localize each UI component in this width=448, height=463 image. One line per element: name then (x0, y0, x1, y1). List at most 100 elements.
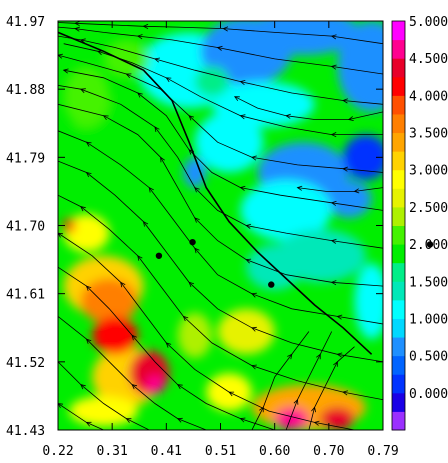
colorbar-segment-3 (392, 355, 405, 375)
streamline-8-arrow (148, 186, 154, 193)
y-tick-label-2: 41.79 (6, 151, 45, 166)
streamline-0 (58, 22, 383, 45)
colorbar-segment-11 (392, 206, 405, 226)
field-region-32 (103, 39, 150, 78)
streamline-5 (63, 69, 383, 211)
ridge-line (58, 31, 373, 355)
colorbar-segment-9 (392, 244, 405, 264)
field-region-29 (177, 312, 212, 359)
colorbar-segment-17 (392, 95, 405, 115)
streamline-9-arrow (188, 281, 195, 288)
y-tick-label-3: 41.70 (6, 220, 45, 235)
colorbar-segment-16 (392, 113, 405, 134)
streamline-17 (297, 187, 383, 192)
streamline-2 (58, 35, 383, 105)
colorbar-label-8: 4.000 (409, 89, 448, 104)
y-tick-label-5: 41.52 (6, 356, 45, 371)
field-region-3 (337, 21, 383, 112)
field-region-26 (274, 407, 309, 430)
field-region-17 (63, 214, 110, 253)
field-region-16 (80, 278, 138, 324)
streamline-16 (234, 96, 383, 120)
streamline-4-arrow (188, 115, 195, 121)
station-point-1 (189, 238, 196, 246)
streamline-6-arrow (194, 186, 200, 193)
y-tick-label-6: 41.43 (6, 424, 45, 439)
streamline-3-arrow (165, 77, 172, 83)
x-axis: 0.22 0.31 0.41 0.51 0.60 0.70 0.79 (42, 21, 399, 459)
field-region-11 (183, 157, 207, 188)
streamline-6-arrow (79, 88, 86, 94)
streamline-0-arrow (330, 34, 337, 40)
streamline-12-arrow (176, 384, 183, 390)
streamline-14-arrow (80, 384, 86, 390)
streamline-3 (63, 43, 383, 135)
streamline-0-arrow (142, 23, 149, 29)
streamline-1 (58, 26, 383, 75)
streamline-18-arrow (316, 353, 321, 360)
streamline-1-arrow (216, 45, 223, 51)
colorbar: 0.000 0.500 1.000 1.500 2.000 2.500 3.000 3.500… (391, 15, 448, 431)
streamline-4-arrow (251, 155, 257, 161)
station-points (155, 238, 434, 288)
streamline-14 (58, 361, 150, 430)
colorbar-label-1: 0.500 (409, 350, 448, 365)
colorbar-segment-21 (392, 21, 405, 41)
streamline-4-arrow (342, 166, 348, 172)
streamline-5-arrow (137, 92, 143, 98)
field-region-8 (343, 134, 383, 181)
field-region-2 (246, 21, 361, 56)
colorbar-segment-20 (392, 39, 405, 59)
streamline-12-arrow (239, 417, 246, 423)
colorbar-segment-4 (392, 337, 405, 357)
colorbar-segment-12 (392, 188, 405, 208)
streamline-2-arrow (154, 57, 160, 63)
streamline-17-arrow (296, 185, 303, 191)
streamline-7-arrow (160, 156, 165, 163)
streamline-9-arrow (336, 352, 343, 358)
streamline-20 (251, 331, 310, 430)
streamline-8-arrow (336, 314, 343, 320)
field-region-6 (194, 111, 264, 173)
streamline-7-arrow (330, 280, 337, 286)
colorbar-label-0: 0.000 (409, 387, 448, 402)
streamline-8-arrow (85, 141, 92, 147)
streamline-14-arrow (125, 418, 132, 423)
field-region-10 (240, 180, 332, 241)
streamline-5-arrow (239, 185, 246, 191)
streamline-7-arrow (245, 258, 252, 264)
streamline-12-arrow (131, 334, 137, 341)
x-tick-label-0: 0.22 (42, 444, 73, 459)
streamline-10-arrow (137, 255, 143, 261)
colorbar-segment-14 (392, 151, 405, 171)
x-tick-label-1: 0.31 (97, 444, 128, 459)
streamline-15-arrow (85, 421, 92, 427)
streamline-17-arrow (353, 188, 360, 194)
field-region-18 (63, 217, 76, 234)
streamline-18-arrow (293, 398, 299, 405)
streamline-12-arrow (85, 285, 92, 291)
colorbar-segment-6 (392, 299, 405, 319)
field-region-31 (63, 66, 110, 128)
x-tick-label-2: 0.41 (151, 444, 182, 459)
streamline-16-arrow (285, 113, 291, 119)
field-region-22 (146, 375, 164, 394)
colorbar-frame (391, 20, 406, 431)
field-region-28 (217, 308, 275, 355)
streamline-13-arrow (85, 338, 92, 344)
streamline-2-arrow (79, 38, 86, 44)
streamline-9-arrow (85, 171, 92, 178)
streamline-16-arrow (347, 116, 354, 121)
streamline-6-arrow (245, 223, 252, 229)
streamlines (58, 21, 383, 430)
colorbar-label-4: 2.000 (409, 238, 448, 253)
streamline-7-arrow (194, 217, 200, 223)
streamline-9-arrow (251, 326, 257, 332)
streamline-11-arrow (120, 281, 126, 288)
colorbar-segment-7 (392, 281, 405, 301)
streamline-10-arrow (80, 206, 86, 212)
x-tick-label-6: 0.79 (367, 444, 398, 459)
x-tick-label-4: 0.60 (259, 444, 290, 459)
x-tick-label-3: 0.51 (205, 444, 236, 459)
